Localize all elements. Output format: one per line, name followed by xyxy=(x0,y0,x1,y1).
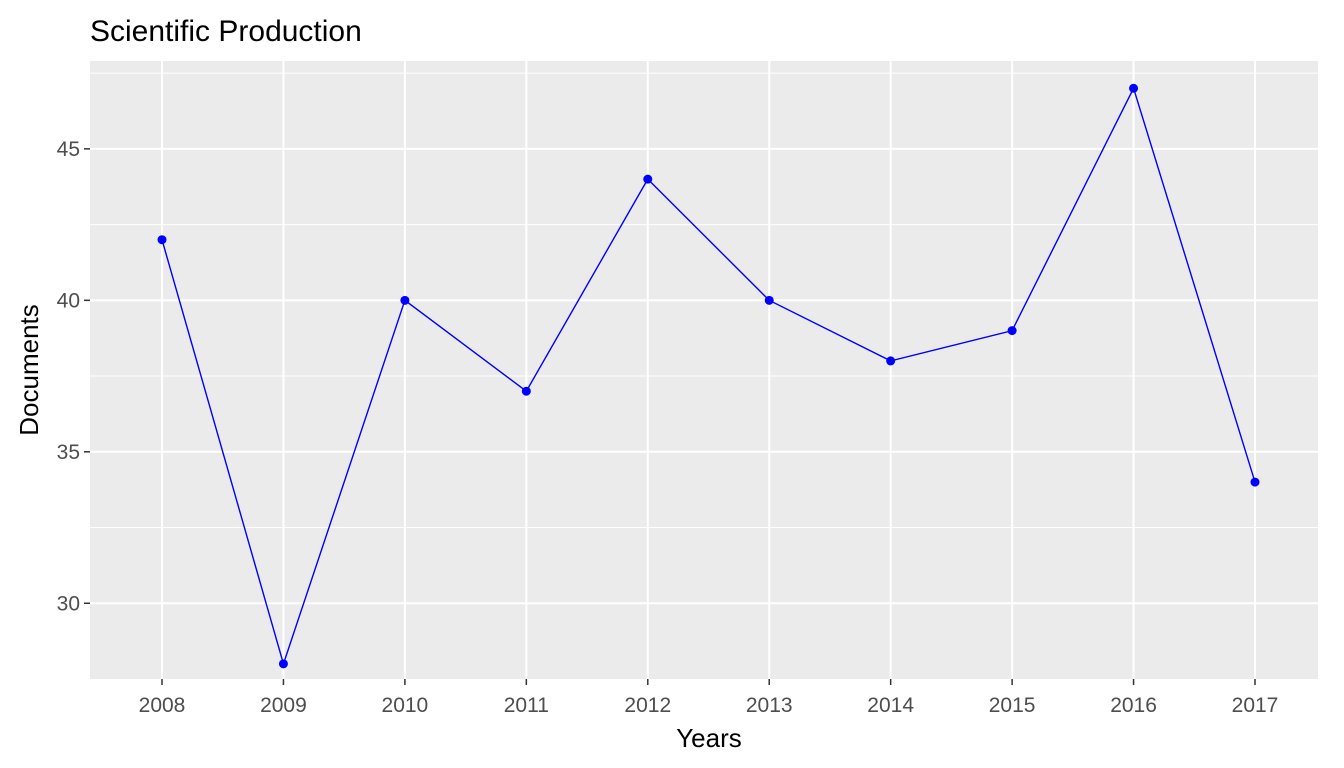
y-tick-label: 35 xyxy=(57,441,80,464)
x-axis-title: Years xyxy=(676,723,742,753)
major-grid xyxy=(90,61,1318,679)
x-tick-label: 2017 xyxy=(1232,694,1279,717)
data-point xyxy=(1007,326,1017,336)
x-tick-label: 2008 xyxy=(139,694,186,717)
data-point xyxy=(400,295,410,305)
data-point xyxy=(764,295,774,305)
series-documents xyxy=(157,83,1260,669)
x-tick-label: 2013 xyxy=(746,694,793,717)
data-point xyxy=(157,235,167,245)
minor-grid xyxy=(90,72,1318,529)
x-tick-label: 2010 xyxy=(382,694,429,717)
x-axis: 2008 2009 2010 2011 2012 2013 2014 2015 2016 2017 xyxy=(139,679,1279,717)
data-point xyxy=(521,386,531,396)
x-tick-label: 2016 xyxy=(1110,694,1157,717)
y-tick-label: 45 xyxy=(57,138,80,161)
y-axis: 30 35 40 45 xyxy=(57,138,90,615)
data-point xyxy=(886,356,896,366)
x-tick-label: 2014 xyxy=(867,694,914,717)
x-tick-label: 2015 xyxy=(989,694,1036,717)
data-point xyxy=(278,659,288,669)
x-tick-label: 2011 xyxy=(504,694,549,717)
data-point xyxy=(1129,83,1139,93)
data-point xyxy=(643,174,653,184)
plot-panel xyxy=(90,61,1318,679)
data-point xyxy=(1250,477,1260,487)
x-tick-label: 2009 xyxy=(260,694,307,717)
chart-title: Scientific Production xyxy=(90,15,362,48)
y-tick-label: 40 xyxy=(57,289,80,312)
series-line xyxy=(161,86,1256,667)
y-axis-title: Documents xyxy=(14,304,44,436)
y-tick-label: 30 xyxy=(57,592,80,615)
x-tick-label: 2012 xyxy=(624,694,671,717)
